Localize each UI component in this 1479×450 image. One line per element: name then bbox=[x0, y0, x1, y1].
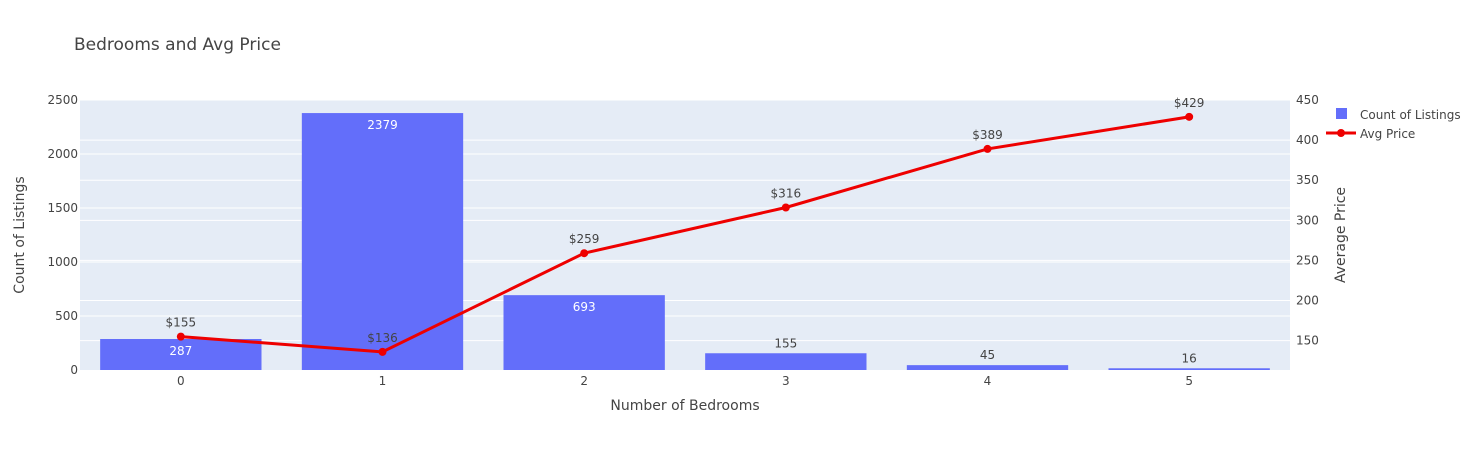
legend[interactable]: Count of Listings Avg Price bbox=[1326, 108, 1461, 141]
y-tick-label: 2500 bbox=[47, 93, 78, 107]
chart-title: Bedrooms and Avg Price bbox=[74, 35, 281, 55]
legend-marker-price bbox=[1337, 129, 1345, 137]
price-line-layer bbox=[176, 112, 1194, 356]
gridlines bbox=[80, 99, 1290, 342]
x-tick-label: 0 bbox=[177, 374, 185, 388]
legend-label-price: Avg Price bbox=[1360, 127, 1415, 141]
y-axis-title: Count of Listings bbox=[12, 176, 28, 293]
bar-data-label: 287 bbox=[169, 344, 192, 358]
bar bbox=[1108, 368, 1270, 370]
y2-tick-label: 150 bbox=[1296, 334, 1319, 348]
bar bbox=[906, 365, 1069, 370]
x-axis-title: Number of Bedrooms bbox=[610, 398, 759, 414]
y2-tick-label: 450 bbox=[1296, 93, 1319, 107]
y2-tick-label: 400 bbox=[1296, 133, 1319, 147]
bar bbox=[100, 339, 262, 370]
plot-background bbox=[80, 100, 1290, 370]
price-point bbox=[580, 249, 589, 258]
x-tick-label: 3 bbox=[782, 374, 790, 388]
bar-data-label: 2379 bbox=[367, 118, 398, 132]
price-point bbox=[176, 332, 185, 341]
price-data-label: $389 bbox=[972, 128, 1003, 142]
legend-item-count[interactable]: Count of Listings bbox=[1336, 108, 1461, 122]
price-data-label: $136 bbox=[367, 331, 398, 345]
legend-item-price[interactable]: Avg Price bbox=[1326, 127, 1415, 141]
bar bbox=[705, 353, 867, 370]
data-labels-layer: 287 2379 693 155 45 16 $155 $136 $259 $316 $389 $42… bbox=[166, 96, 1205, 365]
x-tick-label: 5 bbox=[1185, 374, 1193, 388]
bar-data-label: 16 bbox=[1182, 351, 1197, 365]
bars-layer bbox=[100, 113, 1270, 371]
price-data-label: $155 bbox=[166, 316, 197, 330]
bar-data-label: 693 bbox=[573, 300, 596, 314]
price-point bbox=[781, 203, 790, 212]
y-tick-label: 1500 bbox=[47, 201, 78, 215]
price-line bbox=[180, 115, 1190, 354]
y2-tick-label: 250 bbox=[1296, 253, 1319, 267]
y-tick-label: 2000 bbox=[47, 147, 78, 161]
y-tick-label: 0 bbox=[70, 363, 78, 377]
x-tick-label: 4 bbox=[984, 374, 992, 388]
price-point bbox=[1185, 112, 1194, 121]
price-point bbox=[983, 144, 992, 153]
x-tick-label: 1 bbox=[379, 374, 387, 388]
x-tick-label: 2 bbox=[580, 374, 588, 388]
price-data-label: $429 bbox=[1174, 96, 1205, 110]
y2-tick-label: 300 bbox=[1296, 213, 1319, 227]
y-tick-label: 1000 bbox=[47, 255, 78, 269]
y2-axis-title: Average Price bbox=[1333, 187, 1349, 283]
y2-tick-label: 350 bbox=[1296, 173, 1319, 187]
price-data-label: $259 bbox=[569, 232, 600, 246]
price-point bbox=[378, 347, 387, 356]
axes-layer: 0500100015002000250015020025030035040045… bbox=[47, 93, 1318, 388]
bar bbox=[503, 295, 665, 370]
y2-tick-label: 200 bbox=[1296, 294, 1319, 308]
price-data-label: $316 bbox=[771, 186, 802, 200]
bar-data-label: 155 bbox=[774, 336, 797, 350]
bar-data-label: 45 bbox=[980, 348, 995, 362]
y-tick-label: 500 bbox=[55, 309, 78, 323]
legend-label-count: Count of Listings bbox=[1360, 108, 1461, 122]
legend-swatch-count bbox=[1336, 108, 1347, 119]
